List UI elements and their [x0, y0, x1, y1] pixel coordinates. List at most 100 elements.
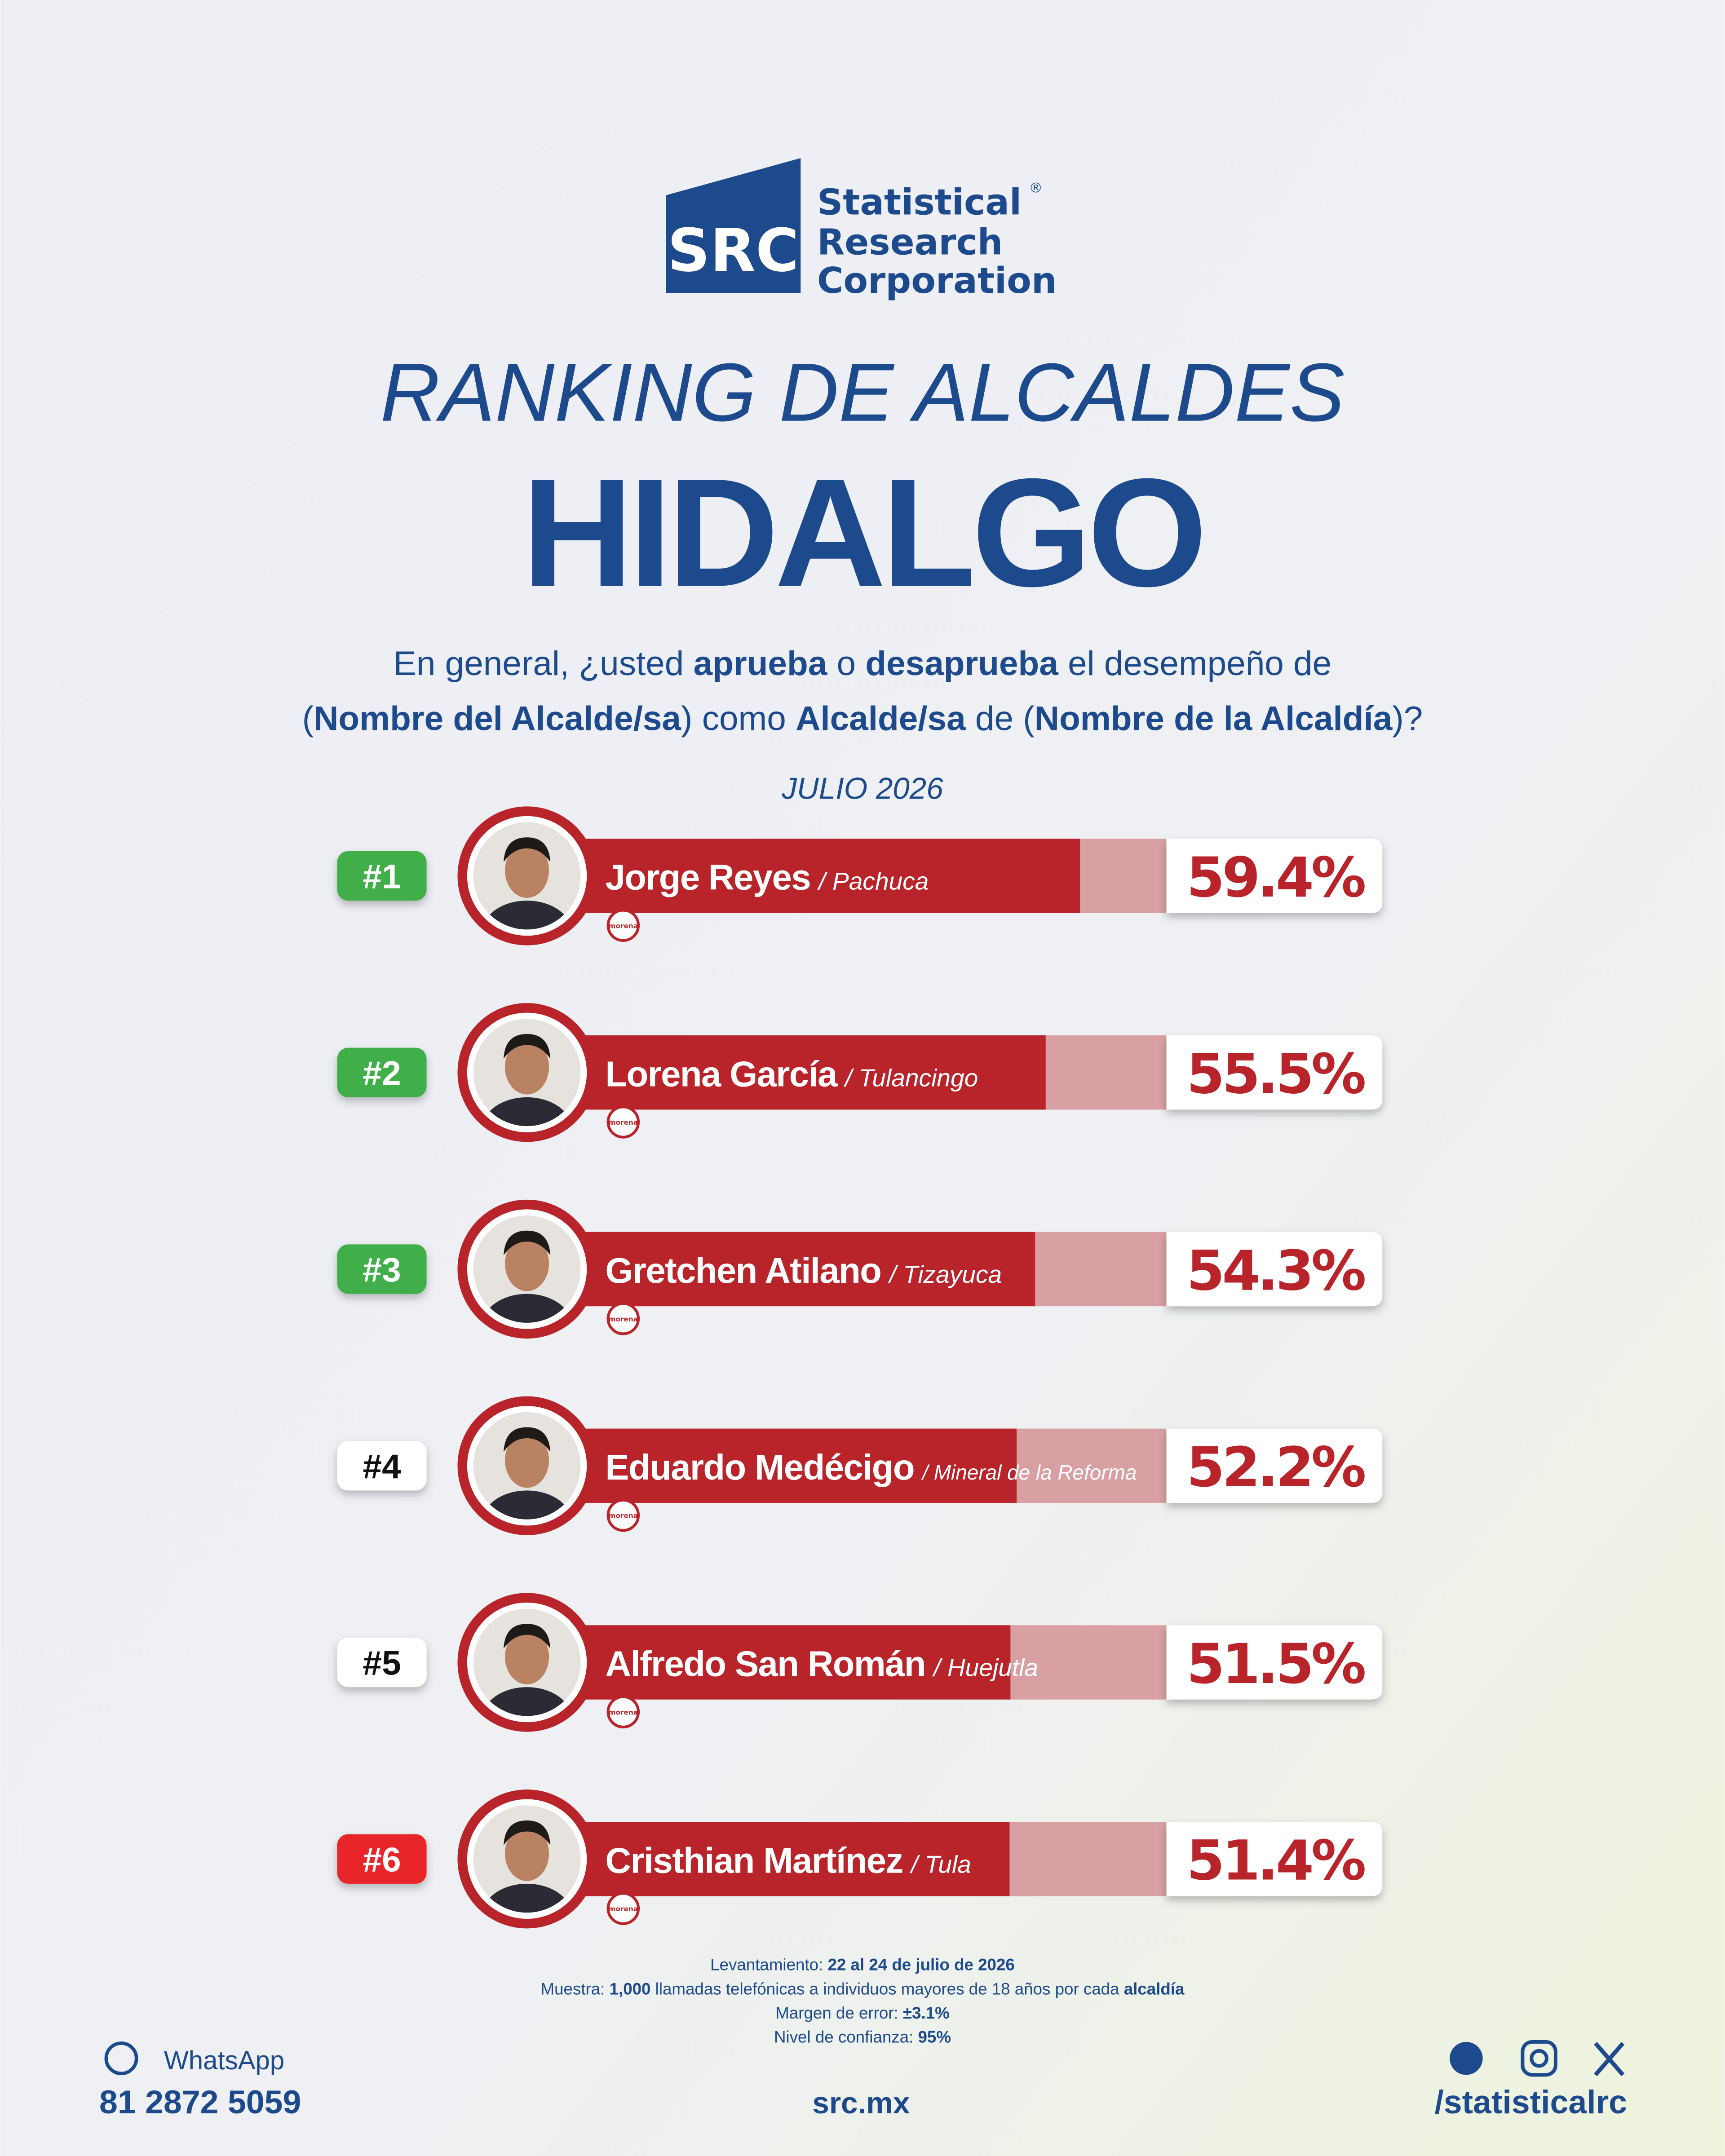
logo-shape	[666, 158, 801, 293]
text-segment: de (	[966, 700, 1035, 738]
municipality: / Huejutla	[932, 1654, 1038, 1682]
rank-badge	[337, 1441, 427, 1491]
rank-badge	[337, 1637, 427, 1688]
photo-face	[505, 1039, 549, 1095]
photo-hair	[504, 837, 551, 862]
rank-label: #2	[363, 1054, 401, 1092]
text-line: En general, ¿usted aprueba o desaprueba …	[394, 645, 1331, 683]
photo-body	[483, 1883, 571, 1913]
party-badge	[606, 1892, 640, 1925]
ranking-row: #3 54.3% Gretchen Atilano / Tizayuca morena	[337, 1199, 1383, 1339]
party-badge	[606, 1695, 640, 1728]
municipality: / Tizayuca	[888, 1260, 1002, 1288]
name: Cristhian Martínez / Tula	[606, 1840, 971, 1880]
photo	[473, 822, 581, 930]
logo-line: Statistical	[817, 181, 1022, 223]
party-label: morena	[609, 1708, 638, 1716]
rank-badge	[337, 851, 427, 901]
photo-face	[505, 1629, 549, 1684]
logo-registered: ®	[1029, 181, 1043, 196]
photo-hair	[504, 1624, 551, 1649]
candidate-name: Eduardo Medécigo	[606, 1447, 914, 1487]
name: Eduardo Medécigo / Mineral de la Reforma	[606, 1447, 1137, 1487]
photo-hair	[504, 1230, 551, 1255]
value-box	[1166, 839, 1383, 913]
bold-text: Alcalde/sa	[796, 700, 966, 738]
text-segment: (	[302, 700, 314, 738]
chart-title: HIDALGO	[522, 446, 1203, 619]
party-label: morena	[609, 1905, 638, 1913]
text-line: Nivel de confianza: 95%	[774, 2028, 951, 2046]
photo-body	[483, 1687, 571, 1716]
instagram-icon-lens	[1530, 2049, 1548, 2068]
bar	[557, 1428, 1017, 1503]
methodology: Levantamiento: 22 al 24 de julio de 2026…	[541, 1956, 1185, 2046]
text-segment: Margen de error:	[775, 2004, 903, 2022]
party-label: morena	[609, 1118, 638, 1127]
photo-face	[505, 1236, 549, 1291]
website[interactable]: src.mx	[812, 2086, 910, 2120]
logo-mark: SRC	[668, 216, 799, 285]
candidate-name: Alfredo San Román	[606, 1644, 925, 1684]
photo-hair	[504, 1820, 551, 1846]
value-box	[1166, 1822, 1383, 1896]
value-label: 51.4%	[1186, 1829, 1365, 1893]
ranking-row: #5 51.5% Alfredo San Román / Huejutla morena	[337, 1593, 1383, 1732]
text-segment: )?	[1392, 700, 1423, 738]
logo-line: Research	[817, 221, 1003, 263]
photo-body	[483, 901, 571, 930]
text-line: Margen de error: ±3.1%	[775, 2004, 950, 2022]
photo	[473, 1608, 581, 1716]
party-label: morena	[609, 922, 638, 930]
bold-text: alcaldía	[1124, 1979, 1185, 1998]
rank-badge	[337, 1047, 427, 1097]
photo-body	[483, 1097, 571, 1127]
name: Gretchen Atilano / Tizayuca	[606, 1250, 1002, 1290]
rank-badge	[337, 1834, 427, 1884]
text-segment: En general, ¿usted	[394, 645, 694, 683]
text-line: Muestra: 1,000 llamadas telefónicas a in…	[541, 1979, 1185, 1998]
instagram-icon[interactable]	[1521, 2040, 1557, 2077]
social-handle[interactable]: /statisticalrc	[1434, 2083, 1627, 2121]
photo	[473, 1019, 581, 1127]
bold-text: ±3.1%	[903, 2004, 950, 2022]
text-segment: el desempeño de	[1058, 645, 1331, 683]
ranking-row: #4 52.2% Eduardo Medécigo / Mineral de la R…	[337, 1396, 1383, 1535]
photo	[473, 1412, 581, 1520]
party-label: morena	[609, 1315, 638, 1323]
name: Lorena García / Tulancingo	[606, 1054, 978, 1094]
photo-face	[505, 1432, 549, 1488]
facebook-icon[interactable]	[1450, 2041, 1483, 2075]
rank-label: #6	[363, 1841, 401, 1879]
party-badge	[606, 909, 640, 942]
party-label: morena	[609, 1512, 638, 1520]
bar	[557, 1625, 1011, 1700]
party-badge	[606, 1105, 640, 1139]
logo-line: Corporation	[817, 260, 1057, 301]
bar	[557, 1232, 1035, 1307]
bold-text: Nombre de la Alcaldía	[1035, 700, 1393, 738]
x-icon[interactable]	[1594, 2041, 1625, 2076]
candidate-name: Lorena García	[606, 1054, 838, 1094]
municipality: / Tulancingo	[843, 1064, 978, 1091]
bold-text: 22 al 24 de julio de 2026	[827, 1956, 1014, 1974]
value-box	[1166, 1232, 1383, 1307]
ranking-row: #2 55.5% Lorena García / Tulancingo morena	[337, 1003, 1383, 1142]
value-box	[1166, 1625, 1383, 1700]
rank-label: #5	[363, 1644, 401, 1683]
text-segment: Levantamiento:	[710, 1956, 827, 1974]
bold-text: aprueba	[694, 645, 828, 683]
candidate-name: Gretchen Atilano	[606, 1250, 881, 1290]
bold-text: Nombre del Alcalde/sa	[314, 700, 681, 738]
text-segment: llamadas telefónicas a individuos mayore…	[650, 1979, 1123, 1998]
value-label: 59.4%	[1186, 845, 1365, 910]
municipality: / Pachuca	[817, 867, 929, 895]
photo-hair	[504, 1034, 551, 1059]
whatsapp-icon	[104, 2041, 138, 2076]
photo-face	[505, 1826, 549, 1881]
ranking-row: #6 51.4% Cristhian Martínez / Tula morena	[337, 1789, 1383, 1929]
photo-body	[483, 1490, 571, 1520]
bold-text: 1,000	[610, 1979, 651, 1998]
